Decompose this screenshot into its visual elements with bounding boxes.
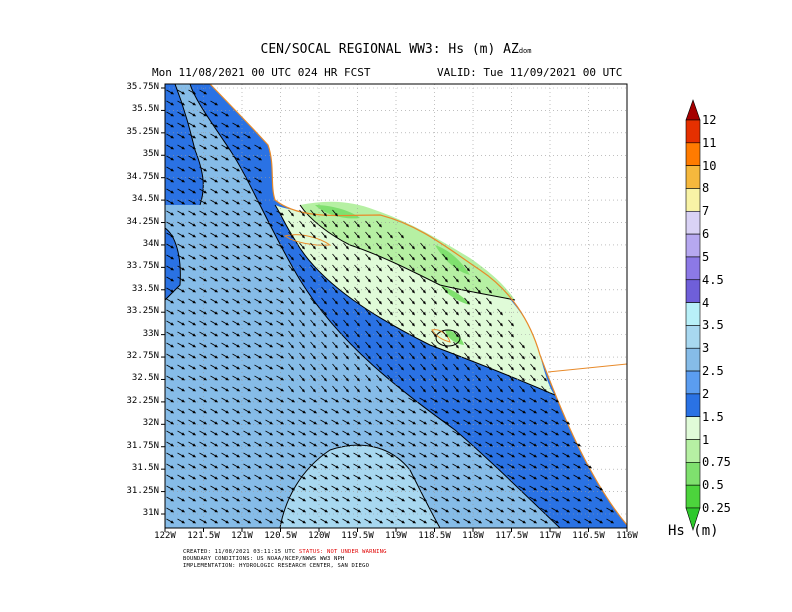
lon-label: 120.5W	[264, 531, 297, 541]
lat-label: 33.25N	[126, 306, 159, 317]
lat-label: 35.25N	[126, 126, 159, 137]
map-title: CEN/SOCAL REGIONAL WW3: Hs (m) AZdom	[260, 42, 532, 57]
lat-label: 32.25N	[126, 395, 159, 406]
colorbar-label: 10	[702, 158, 717, 173]
lat-label: 31.25N	[126, 485, 159, 496]
colorbar-segment	[685, 484, 701, 509]
colorbar	[685, 99, 701, 531]
colorbar-label: 2.5	[702, 364, 724, 379]
band-2m-west	[165, 228, 181, 300]
colorbar-segment	[685, 462, 701, 486]
colorbar-label: 7	[702, 204, 710, 219]
lon-label: 118W	[462, 531, 484, 541]
lat-label: 33.75N	[126, 261, 159, 272]
colorbar-label: 4	[702, 295, 710, 310]
band-2m-coastal	[165, 84, 204, 205]
colorbar-label: 6	[702, 227, 710, 242]
lat-label: 32N	[142, 418, 159, 429]
colorbar-segment	[685, 142, 701, 166]
lat-label: 33N	[142, 328, 159, 339]
colorbar-segment	[685, 99, 701, 121]
colorbar-segment	[685, 279, 701, 303]
colorbar-label: 12	[702, 113, 717, 127]
lat-label: 34.75N	[126, 171, 159, 182]
lon-label: 119W	[385, 531, 407, 541]
forecast-time: Mon 11/08/2021 00 UTC 024 HR FCST	[152, 66, 371, 79]
lon-label: 117.5W	[495, 531, 528, 541]
colorbar-label: 0.5	[702, 478, 724, 493]
band-1-1.5m	[275, 205, 555, 395]
colorbar-label: 8	[702, 181, 710, 196]
lon-label: 117W	[539, 531, 561, 541]
lat-label: 35.75N	[126, 82, 159, 92]
colorbar-label: 3	[702, 341, 710, 356]
grid-lines	[165, 84, 627, 528]
colorbar-label: 1	[702, 432, 710, 447]
colorbar-segment	[685, 233, 701, 258]
colorbar-label: 5	[702, 249, 710, 264]
lon-label: 116.5W	[572, 531, 605, 541]
colorbar-segment	[685, 188, 701, 212]
colorbar-segment	[685, 416, 701, 440]
credit-boundary: BOUNDARY CONDITIONS: US NOAA/NCEP/NWWS W…	[183, 556, 345, 562]
lon-label: 119.5W	[341, 531, 374, 541]
lon-label: 121.5W	[187, 531, 220, 541]
lat-label: 32.75N	[126, 351, 159, 362]
valid-time: VALID: Tue 11/09/2021 00 UTC	[437, 66, 623, 79]
colorbar-segment	[685, 370, 701, 395]
colorbar-label: 0.25	[702, 501, 731, 515]
credit-implementation: IMPLEMENTATION: HYDROLOGIC RESEARCH CENT…	[183, 563, 370, 569]
lon-label: 118.5W	[418, 531, 451, 541]
colorbar-label: 4.5	[702, 272, 724, 287]
colorbar-label: 2	[702, 386, 710, 401]
lat-label: 31.5N	[131, 463, 159, 474]
lon-label: 121W	[231, 531, 253, 541]
colorbar-unit-label: Hs (m)	[668, 523, 719, 539]
lat-label: 35N	[142, 149, 159, 160]
colorbar-label: 0.75	[702, 455, 731, 470]
colorbar-segment	[685, 507, 701, 531]
colorbar-segment	[685, 165, 701, 189]
border-line	[547, 363, 627, 373]
credit-created: CREATED: 11/08/2021 03:11:15 UTC STATUS:…	[183, 549, 387, 555]
colorbar-label: 1.5	[702, 409, 724, 424]
colorbar-segment	[685, 256, 701, 281]
colorbar-label: 3.5	[702, 318, 724, 333]
wave-direction-arrows	[166, 89, 614, 524]
lat-label: 31.75N	[126, 440, 159, 451]
colorbar-segment	[685, 347, 701, 372]
colorbar-segment	[685, 302, 701, 326]
lat-label: 34.25N	[126, 216, 159, 227]
band-0.75m	[300, 201, 515, 300]
colorbar-segment	[685, 325, 701, 349]
coastline	[209, 84, 627, 526]
colorbar-label: 11	[702, 135, 717, 150]
lat-label: 33.5N	[131, 283, 159, 294]
lon-label: 120W	[308, 531, 330, 541]
lat-label: 34N	[142, 238, 159, 249]
colorbar-segment	[685, 210, 701, 235]
lat-label: 35.5N	[131, 104, 159, 115]
lon-label: 116W	[616, 531, 638, 541]
colorbar-segment	[685, 119, 701, 144]
lon-label: 122W	[154, 531, 176, 541]
lat-label: 31N	[142, 508, 159, 518]
colorbar-segment	[685, 439, 701, 463]
colorbar-segment	[685, 393, 701, 418]
lat-label: 34.5N	[131, 194, 159, 205]
lat-label: 32.5N	[131, 373, 159, 384]
